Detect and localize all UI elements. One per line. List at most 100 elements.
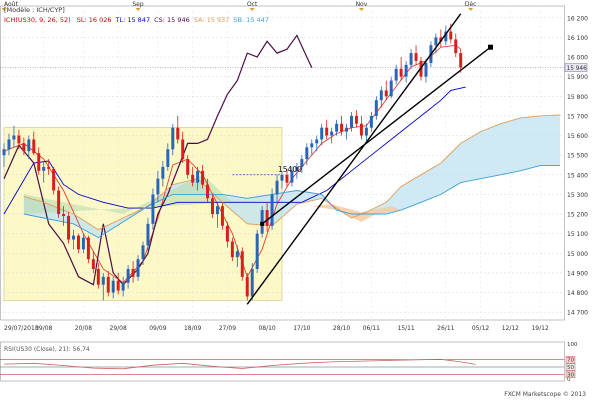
y-tick-label: 15 000 xyxy=(567,251,588,258)
candle-body xyxy=(86,237,90,260)
candle-body xyxy=(32,139,36,154)
x-tick-label: 09/08 xyxy=(35,325,52,332)
ichimoku-value-sb: SB: 15 447 xyxy=(233,16,269,24)
candle-body xyxy=(295,166,299,171)
x-tick-label: 05/12 xyxy=(472,325,489,332)
x-tick-label: 06/11 xyxy=(363,325,380,332)
x-tick-label: 19/12 xyxy=(531,325,548,332)
candle-body xyxy=(350,115,353,128)
candle-body xyxy=(250,268,254,297)
rsi-level-label: 30 xyxy=(567,372,574,378)
candle-body xyxy=(369,115,373,128)
candle-body xyxy=(449,31,453,40)
candle-body xyxy=(201,170,205,185)
month-label: Nov xyxy=(356,1,368,8)
y-tick-label: 15 300 xyxy=(567,192,588,199)
candle-body xyxy=(340,123,344,132)
candle-body xyxy=(335,123,339,132)
y-tick-label: 14 700 xyxy=(567,310,588,317)
candle-body xyxy=(379,90,383,101)
y-tick-label: 14 900 xyxy=(567,270,588,277)
candle-body xyxy=(374,100,378,116)
x-tick-label: 17/10 xyxy=(293,325,310,332)
axes: 16 200 16 100 16 000 15 900 15 800 15 700 15 6… xyxy=(0,1,588,332)
x-tick-label: 27/09 xyxy=(219,325,236,332)
candle-body xyxy=(111,280,115,293)
ichimoku-value-cs: CS: 15 946 xyxy=(154,16,190,24)
rsi-top-label: 100 xyxy=(567,342,578,348)
month-label: Oct xyxy=(247,1,258,8)
candle-body xyxy=(414,53,418,61)
candle-body xyxy=(141,245,145,260)
instrument-header: [Modèle : ICH/CYP] xyxy=(4,6,65,14)
x-tick-label: 15/11 xyxy=(397,325,414,332)
y-tick-label: 15 800 xyxy=(567,94,588,101)
x-tick-label: 12/12 xyxy=(502,325,519,332)
ichimoku-value-tl: TL: 15 847 xyxy=(114,16,150,24)
rsi-bottom-label: 0 xyxy=(567,377,571,383)
month-marker xyxy=(358,8,364,11)
candle-body xyxy=(101,276,105,285)
candle-body xyxy=(265,210,269,226)
cloud-fill-bullish xyxy=(23,174,233,214)
ichimoku-value-sa: SA: 15 937 xyxy=(194,16,230,24)
candle-body xyxy=(290,170,294,183)
candle-body xyxy=(126,268,130,283)
candle-body xyxy=(394,68,398,81)
candle-body xyxy=(37,153,41,171)
candle-body xyxy=(315,139,319,144)
candle-body xyxy=(211,198,214,215)
month-label: Déc xyxy=(465,1,477,8)
candle-body xyxy=(131,268,135,277)
y-tick-label: 16 000 xyxy=(567,55,588,62)
candle-body xyxy=(76,235,80,250)
y-tick-label: 14 800 xyxy=(567,290,588,297)
ichimoku-label: ICH(US30, 9, 26, 52) xyxy=(4,16,71,24)
trend-line xyxy=(261,46,491,225)
line-span-a xyxy=(23,114,561,231)
month-marker xyxy=(135,8,141,11)
y-tick-label: 15 100 xyxy=(567,231,588,238)
candle-body xyxy=(161,166,165,179)
month-marker xyxy=(1,8,7,11)
candle-body xyxy=(270,194,274,226)
month-marker xyxy=(468,8,474,11)
line-tenkan xyxy=(3,44,461,284)
candle-body xyxy=(171,127,175,150)
candle-body xyxy=(12,135,16,140)
candle-body xyxy=(255,233,259,269)
rsi-level-label: 50 xyxy=(567,365,574,371)
candle-body xyxy=(181,139,185,160)
candle-body xyxy=(310,143,314,148)
y-tick-label: 15 400 xyxy=(567,172,588,179)
y-tick-label: 15 200 xyxy=(567,212,588,219)
candle-body xyxy=(330,131,334,136)
ichimoku-value-sl: SL: 16 026 xyxy=(77,16,112,24)
candle-body xyxy=(389,80,393,97)
price-badge: 15 946 xyxy=(567,66,588,72)
candle-body xyxy=(27,139,31,152)
candle-body xyxy=(439,37,443,42)
rsi-level-box xyxy=(565,363,576,371)
watermark: FXCM Marketscope © 2013 xyxy=(504,391,586,398)
candle-body xyxy=(240,251,244,277)
candle-body xyxy=(320,127,324,140)
candle-body xyxy=(151,194,155,224)
cloud-fill-bearish xyxy=(311,204,402,222)
candle-body xyxy=(91,259,95,269)
candle-body xyxy=(7,139,11,150)
trend-anchor xyxy=(488,44,493,50)
candle-body xyxy=(459,53,463,68)
candle-body xyxy=(191,174,195,183)
candle-body xyxy=(404,64,408,77)
x-tick-label: 09/09 xyxy=(149,325,166,332)
candle-body xyxy=(121,282,125,291)
candle-body xyxy=(280,174,284,181)
candle-body xyxy=(136,259,140,277)
candle-body xyxy=(235,251,239,258)
y-tick-label: 15 900 xyxy=(567,74,588,81)
candle-body xyxy=(325,127,329,136)
